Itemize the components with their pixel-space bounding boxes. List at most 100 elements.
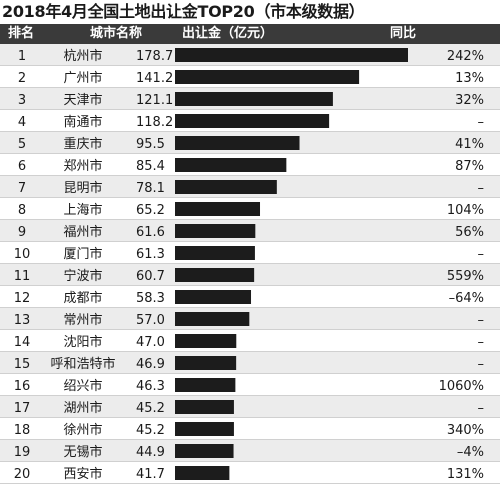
bar [175,136,300,150]
bar [175,444,234,458]
city-label: 绍兴市 [63,378,102,394]
value-label: 45.2 [136,401,165,416]
bar [175,48,408,62]
yoy-label: –64% [449,291,484,306]
rank-label: 6 [18,159,26,174]
city-label: 福州市 [63,224,102,240]
bar [175,378,236,392]
city-label: 上海市 [63,202,102,218]
bar [175,356,237,370]
yoy-label: – [478,181,485,196]
bar [175,422,234,436]
value-label: 44.9 [136,445,165,460]
value-label: 57.0 [136,313,165,328]
city-label: 宁波市 [63,268,102,284]
city-label: 郑州市 [63,158,102,174]
value-label: 78.1 [136,181,165,196]
value-label: 118.2 [136,115,173,130]
yoy-label: 131% [447,467,484,482]
rank-label: 5 [18,137,26,152]
yoy-label: 56% [455,225,484,240]
rank-label: 10 [14,247,31,262]
yoy-label: 87% [455,159,484,174]
value-label: 121.1 [136,93,173,108]
value-label: 58.3 [136,291,165,306]
yoy-label: – [478,335,485,350]
header-rank: 排名 [8,26,35,41]
yoy-label: 41% [455,137,484,152]
yoy-label: 104% [447,203,484,218]
city-label: 常州市 [63,312,102,328]
city-label: 沈阳市 [63,334,102,350]
bar [175,268,255,282]
value-label: 95.5 [136,137,165,152]
value-label: 141.2 [136,71,173,86]
rank-label: 16 [14,379,31,394]
value-label: 46.3 [136,379,165,394]
yoy-label: –4% [457,445,484,460]
table-header: 排名 城市名称 出让金（亿元） 同比 [0,24,500,44]
bar [175,158,287,172]
rank-label: 9 [18,225,26,240]
value-label: 45.2 [136,423,165,438]
header-amount: 出让金（亿元） [182,26,274,41]
yoy-label: – [478,401,485,416]
rank-label: 13 [14,313,31,328]
value-label: 85.4 [136,159,165,174]
rank-label: 3 [18,93,26,108]
city-label: 南通市 [63,114,102,130]
value-label: 61.3 [136,247,165,262]
value-label: 46.9 [136,357,165,372]
city-label: 成都市 [63,290,102,306]
city-label: 无锡市 [63,444,102,460]
value-label: 65.2 [136,203,165,218]
bar [175,224,256,238]
city-label: 西安市 [63,466,102,482]
value-label: 61.6 [136,225,165,240]
yoy-label: 242% [447,49,484,64]
city-label: 厦门市 [63,246,102,262]
table-row-bg [0,352,500,374]
header-yoy: 同比 [390,26,417,41]
yoy-label: 32% [455,93,484,108]
yoy-label: 340% [447,423,484,438]
bar [175,312,250,326]
rank-label: 12 [14,291,31,306]
value-label: 47.0 [136,335,165,350]
value-label: 178.7 [136,49,173,64]
rank-label: 14 [14,335,31,350]
city-label: 重庆市 [63,136,102,152]
rank-label: 2 [18,71,26,86]
yoy-label: – [478,313,485,328]
yoy-label: 1060% [439,379,484,394]
rank-label: 19 [14,445,31,460]
table-row-bg [0,396,500,418]
table-row-bg [0,418,500,440]
bar [175,180,277,194]
table-row-bg [0,374,500,396]
bar [175,202,261,216]
chart-title: 2018年4月全国土地出让金TOP20（市本级数据） [2,2,365,21]
rank-label: 1 [18,49,26,64]
yoy-label: – [478,357,485,372]
yoy-label: – [478,247,485,262]
city-label: 天津市 [63,92,102,108]
yoy-label: 559% [447,269,484,284]
rank-label: 8 [18,203,26,218]
city-label: 徐州市 [63,422,102,438]
header-city: 城市名称 [90,26,143,41]
bar [175,466,230,480]
bar [175,334,237,348]
rank-label: 20 [14,467,31,482]
city-label: 广州市 [63,70,102,86]
value-label: 60.7 [136,269,165,284]
rank-label: 11 [14,269,31,284]
bar [175,70,360,84]
city-label: 杭州市 [63,48,102,64]
bar [175,246,255,260]
bar [175,290,252,304]
rank-label: 7 [18,181,26,196]
table-row-bg [0,330,500,352]
city-label: 昆明市 [63,180,102,196]
bar [175,400,234,414]
